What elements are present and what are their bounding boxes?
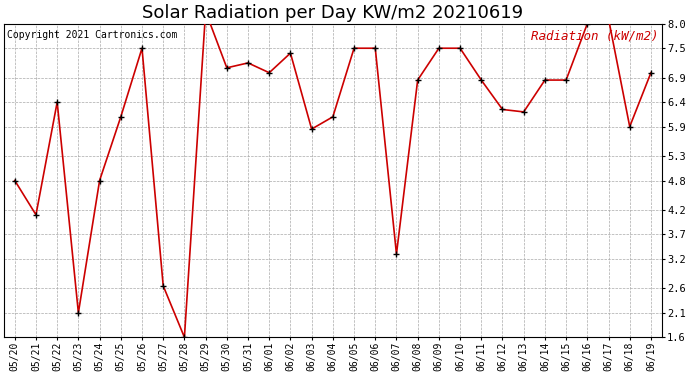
Title: Solar Radiation per Day KW/m2 20210619: Solar Radiation per Day KW/m2 20210619 [142, 4, 524, 22]
Text: Radiation (kW/m2): Radiation (kW/m2) [531, 30, 658, 43]
Text: Copyright 2021 Cartronics.com: Copyright 2021 Cartronics.com [8, 30, 178, 40]
